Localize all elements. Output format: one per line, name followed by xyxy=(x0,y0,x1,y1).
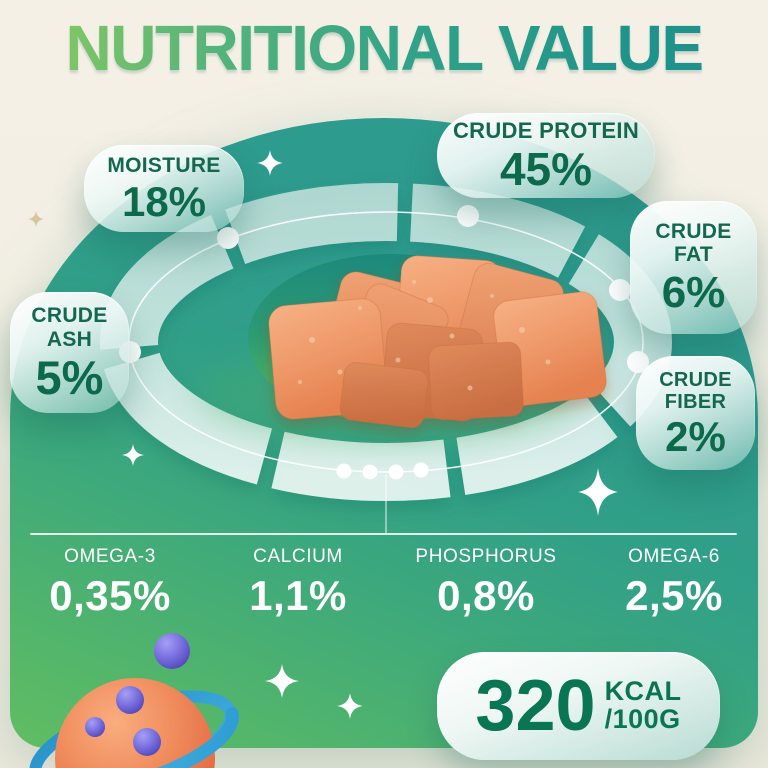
sparkle-icon xyxy=(122,444,144,466)
jerky-pile xyxy=(268,255,607,429)
kcal-unit-line2: /100G xyxy=(604,704,681,734)
mineral-value: 0,35% xyxy=(49,572,171,619)
planet-sphere xyxy=(55,678,215,768)
nutrient-value: 2% xyxy=(665,412,726,460)
minerals-row: OMEGA-3 0,35% CALCIUM 1,1% PHOSPHORUS 0,… xyxy=(16,546,768,620)
nutrient-value: 5% xyxy=(35,350,104,404)
mineral-value: 1,1% xyxy=(249,572,347,619)
nutrient-name: MOISTURE xyxy=(107,154,221,178)
label-crude-ash: CRUDE ASH 5% xyxy=(10,292,129,413)
mineral-name: CALCIUM xyxy=(253,546,343,567)
mineral-phosphorus: PHOSPHORUS 0,8% xyxy=(392,546,580,620)
planet-decoration xyxy=(29,633,239,768)
mineral-name: OMEGA-3 xyxy=(64,546,156,567)
planet-moon xyxy=(116,686,144,714)
divider-line xyxy=(30,533,737,535)
sparkle-icon xyxy=(578,468,618,516)
label-moisture: MOISTURE 18% xyxy=(84,145,244,232)
kcal-unit-line1: KCAL xyxy=(604,676,682,707)
anchor-dots xyxy=(119,205,649,480)
planet-moon xyxy=(133,728,161,756)
kcal-unit: KCAL /100G xyxy=(605,678,682,733)
nutrient-value: 45% xyxy=(499,143,593,196)
label-crude-fat: CRUDE FAT 6% xyxy=(630,201,757,334)
nutrient-name: CRUDE FAT xyxy=(655,219,732,266)
mineral-value: 2,5% xyxy=(625,572,723,619)
nutrient-name: CRUDE PROTEIN xyxy=(452,117,640,143)
sparkle-icon xyxy=(257,150,283,176)
planet-ring-front xyxy=(156,707,239,768)
mineral-omega6: OMEGA-6 2,5% xyxy=(580,546,768,620)
mineral-name: OMEGA-6 xyxy=(628,546,720,567)
page-title: NUTRITIONAL VALUE xyxy=(0,16,768,80)
mineral-name: PHOSPHORUS xyxy=(415,546,557,567)
sparkle-icon xyxy=(28,211,44,227)
planet-moon xyxy=(85,717,105,737)
mineral-calcium: CALCIUM 1,1% xyxy=(204,546,392,620)
label-crude-fiber: CRUDE FIBER 2% xyxy=(636,356,755,470)
sparkle-icon xyxy=(265,664,299,698)
energy-badge: 320 KCAL /100G xyxy=(437,652,720,760)
nutrient-name: CRUDE ASH xyxy=(31,304,108,351)
sparkle-icon xyxy=(337,693,363,719)
nutrient-value: 6% xyxy=(661,268,726,318)
mineral-omega3: OMEGA-3 0,35% xyxy=(16,546,204,620)
mineral-value: 0,8% xyxy=(437,572,535,619)
nutrient-name: CRUDE FIBER xyxy=(659,368,732,413)
kcal-value: 320 xyxy=(475,665,596,746)
planet-moon xyxy=(154,633,190,669)
label-crude-protein: CRUDE PROTEIN 45% xyxy=(437,113,655,198)
nutrient-value: 18% xyxy=(121,177,207,225)
